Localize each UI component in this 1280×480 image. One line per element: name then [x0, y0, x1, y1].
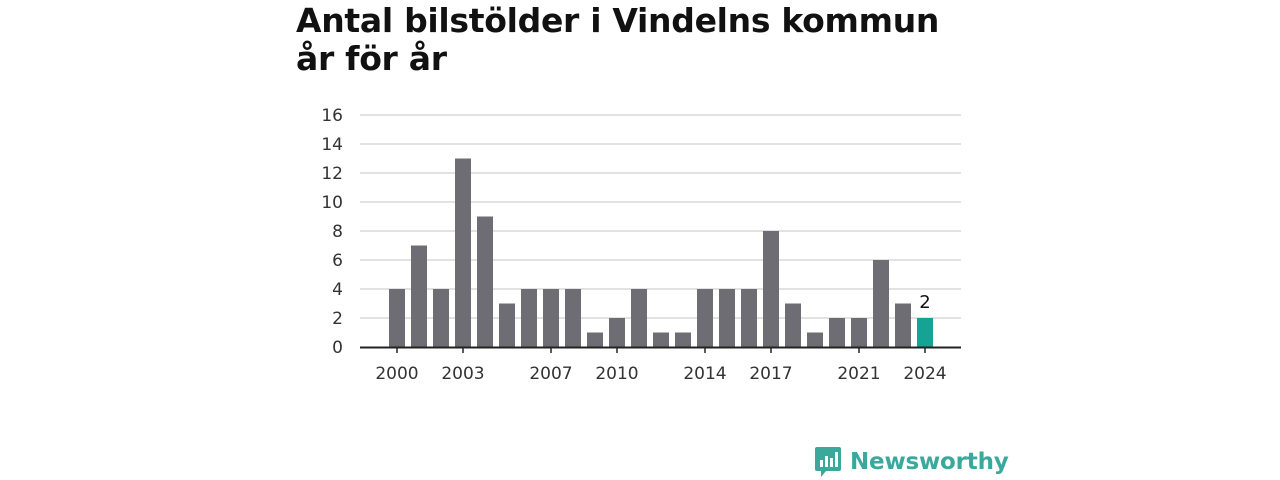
newsworthy-logo-icon — [815, 447, 841, 477]
bar-2010 — [609, 318, 625, 347]
x-tick-label: 2010 — [595, 364, 638, 384]
y-tick-label: 12 — [321, 164, 343, 184]
bar-2020 — [829, 318, 845, 347]
bars — [389, 158, 933, 347]
y-tick-label: 6 — [332, 251, 343, 271]
bar-2024 — [917, 318, 933, 347]
x-tick-label: 2017 — [749, 364, 792, 384]
gridlines — [360, 114, 961, 319]
bar-2006 — [521, 289, 537, 347]
bar-2011 — [631, 289, 647, 347]
bar-2005 — [499, 303, 515, 347]
data-label-2024: 2 — [919, 292, 930, 313]
bar-2022 — [873, 260, 889, 347]
bar-2009 — [587, 332, 603, 347]
bar-2003 — [455, 158, 471, 347]
bar-2015 — [719, 289, 735, 347]
chart-title: Antal bilstölder i Vindelns kommun år fö… — [296, 1, 940, 78]
bar-2023 — [895, 303, 911, 347]
bar-2014 — [697, 289, 713, 347]
y-tick-label: 16 — [321, 106, 343, 126]
y-tick-label: 2 — [332, 309, 343, 329]
x-tick-label: 2024 — [903, 364, 946, 384]
y-tick-label: 4 — [332, 280, 343, 300]
bar-2021 — [851, 318, 867, 347]
bar-2007 — [543, 289, 559, 347]
bar-2018 — [785, 303, 801, 347]
y-tick-label: 14 — [321, 135, 343, 155]
y-tick-label: 10 — [321, 193, 343, 213]
x-tick-label: 2007 — [529, 364, 572, 384]
data-labels: 2 — [919, 292, 930, 313]
x-tick-label: 2014 — [683, 364, 726, 384]
x-axis-ticks: 2000 2003 2007 2010 2014 2017 2021 2024 — [375, 347, 947, 384]
y-tick-label: 0 — [332, 338, 343, 358]
y-axis-ticks: 0 2 4 6 8 10 12 14 16 — [321, 106, 343, 358]
bar-2004 — [477, 216, 493, 347]
bar-2000 — [389, 289, 405, 347]
bar-2002 — [433, 289, 449, 347]
x-tick-label: 2021 — [837, 364, 880, 384]
bar-2008 — [565, 289, 581, 347]
bar-2016 — [741, 289, 757, 347]
newsworthy-logo: Newsworthy — [814, 444, 1009, 480]
bar-2012 — [653, 332, 669, 347]
bar-2013 — [675, 332, 691, 347]
bar-2017 — [763, 231, 779, 347]
bar-2019 — [807, 332, 823, 347]
x-tick-label: 2000 — [375, 364, 418, 384]
y-tick-label: 8 — [332, 222, 343, 242]
x-tick-label: 2003 — [441, 364, 484, 384]
bar-2001 — [411, 245, 427, 347]
brand-name: Newsworthy — [850, 449, 1009, 475]
